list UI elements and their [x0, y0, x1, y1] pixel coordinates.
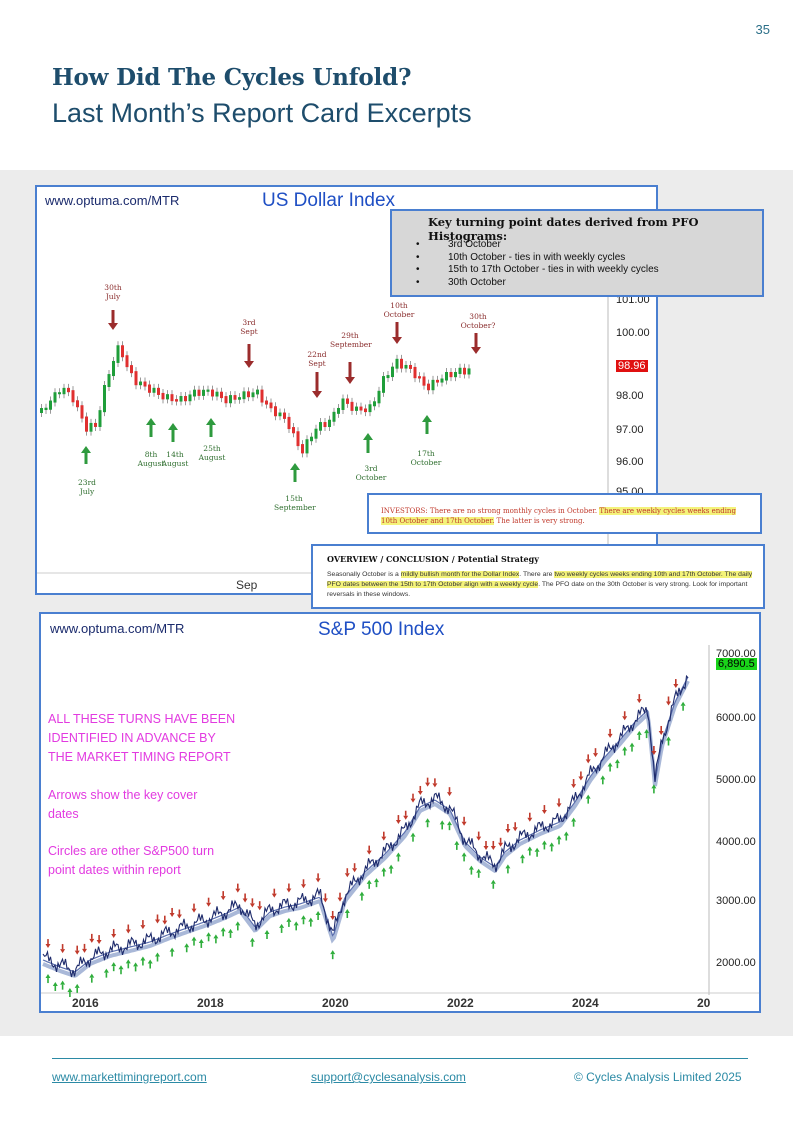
investors-note: INVESTORS: There are no strong monthly c…: [367, 493, 762, 534]
page-number: 35: [755, 22, 770, 37]
dollar-red-arrow-label: 30th July: [104, 283, 122, 301]
overview-box: OVERVIEW / CONCLUSION / Potential Strate…: [311, 544, 765, 609]
overview-text-part: Seasonally October is a: [327, 571, 401, 578]
dollar-ytick: 98.00: [616, 390, 644, 402]
footer-copyright: © Cycles Analysis Limited 2025: [574, 1070, 742, 1084]
footer-divider: [52, 1058, 748, 1059]
sp500-last-price: 6,890.5: [716, 658, 757, 670]
overview-heading: OVERVIEW / CONCLUSION / Potential Strate…: [327, 554, 539, 564]
overview-highlight: mildly bullish month for the Dollar Inde…: [400, 571, 520, 578]
sp500-chart-title: S&P 500 Index: [318, 619, 445, 640]
sp500-chart-url: www.optuma.com/MTR: [50, 621, 185, 636]
dollar-red-arrow-label: 29th September: [330, 331, 372, 349]
sp500-xtick: 20: [697, 996, 711, 1010]
dollar-ytick: 97.00: [616, 424, 644, 436]
annotation-line: THE MARKET TIMING REPORT: [48, 750, 231, 764]
sp500-ytick: 7000.00: [716, 648, 756, 660]
dollar-green-arrow-label: 17th October: [410, 449, 442, 467]
dollar-x-label: Sep: [236, 578, 258, 592]
sp500-ytick: 5000.00: [716, 774, 756, 786]
dollar-green-arrow-label: 23rd July: [78, 478, 96, 496]
annotation-line: point dates within report: [48, 863, 181, 877]
dollar-ytick: 100.00: [616, 327, 650, 339]
overview-text: Seasonally October is a mildly bullish m…: [327, 570, 753, 600]
footer-email-link[interactable]: support@cyclesanalysis.com: [311, 1070, 466, 1084]
list-item: 30th October: [416, 277, 659, 290]
dollar-red-arrow-label: 30th October?: [460, 312, 496, 330]
key-turning-points-list: 3rd October 10th October - ties in with …: [412, 239, 659, 289]
sp500-ytick: 3000.00: [716, 895, 756, 907]
dollar-chart-title: US Dollar Index: [262, 190, 396, 211]
annotation-line: IDENTIFIED IN ADVANCE BY: [48, 731, 216, 745]
sp500-xtick: 2020: [322, 996, 349, 1010]
sp500-xtick: 2024: [572, 996, 599, 1010]
key-turning-points-box: Key turning point dates derived from PFO…: [390, 209, 764, 297]
investors-note-tail: The latter is very strong.: [494, 516, 585, 525]
dollar-green-arrow-label: 25th August: [198, 444, 226, 462]
page-title: How Did The Cycles Unfold?: [52, 64, 412, 91]
list-item: 15th to 17th October - ties in with week…: [416, 264, 659, 277]
dollar-chart-url: www.optuma.com/MTR: [45, 193, 180, 208]
annotation-line: Arrows show the key cover: [48, 788, 198, 802]
sp500-ytick: 6000.00: [716, 712, 756, 724]
dollar-last-price: 98.96: [616, 360, 648, 372]
sp500-annotation-3: Circles are other S&P500 turn point date…: [48, 842, 214, 880]
dollar-red-arrow-label: 10th October: [383, 301, 415, 319]
dollar-green-arrow-label: 3rd October: [355, 464, 387, 482]
dollar-ytick: 96.00: [616, 456, 644, 468]
dollar-green-arrow-label: 8th August: [137, 450, 165, 468]
dollar-ytick: 101.00: [616, 294, 650, 306]
overview-text-part: . The PFO date on the 30th October is ve…: [327, 581, 748, 598]
sp500-xtick: 2022: [447, 996, 474, 1010]
annotation-line: dates: [48, 807, 79, 821]
footer-website-link[interactable]: www.markettimingreport.com: [52, 1070, 207, 1084]
list-item: 10th October - ties in with weekly cycle…: [416, 252, 659, 265]
list-item: 3rd October: [416, 239, 659, 252]
investors-note-text: INVESTORS: There are no strong monthly c…: [381, 507, 600, 515]
sp500-ytick: 2000.00: [716, 957, 756, 969]
annotation-line: Circles are other S&P500 turn: [48, 844, 215, 858]
sp500-xtick: 2016: [72, 996, 99, 1010]
page-subtitle: Last Month’s Report Card Excerpts: [52, 98, 472, 128]
sp500-annotation-1: ALL THESE TURNS HAVE BEEN IDENTIFIED IN …: [48, 710, 235, 767]
sp500-xtick: 2018: [197, 996, 224, 1010]
sp500-annotation-2: Arrows show the key cover dates: [48, 786, 197, 824]
dollar-red-arrow-label: 3rd Sept: [240, 318, 258, 336]
dollar-green-arrow-label: 14th August: [161, 450, 189, 468]
overview-text-part: . There are: [519, 571, 555, 578]
dollar-green-arrow-label: 15th September: [274, 494, 316, 512]
dollar-red-arrow-label: 22nd Sept: [307, 350, 327, 368]
annotation-line: ALL THESE TURNS HAVE BEEN: [48, 712, 236, 726]
sp500-ytick: 4000.00: [716, 836, 756, 848]
